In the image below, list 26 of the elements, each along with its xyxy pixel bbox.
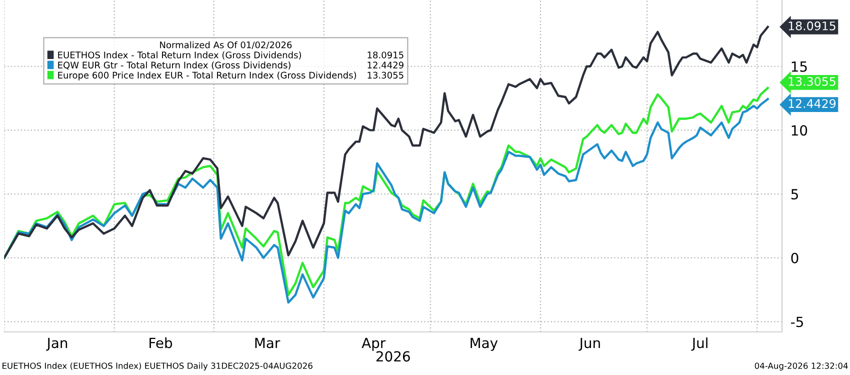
x-tick-label: Apr	[362, 338, 386, 351]
y-tick-label: 5	[791, 189, 798, 200]
y-tick-label: -5	[791, 316, 803, 328]
y-tick-label: 0	[791, 252, 798, 264]
line-series	[4, 26, 769, 259]
text: 13.3055	[368, 72, 404, 79]
x-tick-label: May	[470, 338, 498, 351]
legend-label: EUETHOS Index - Total Return Index (Gross Dividends)	[58, 51, 302, 60]
text: EUETHOS Index (EUETHOS Index) EUETHOS Daily 31DEC2025-04AUG2026	[2, 362, 312, 370]
x-tick-label: Jul	[691, 337, 708, 351]
legend-label: Europe 600 Price Index EUR - Total Return Index (Gross Dividends)	[58, 72, 356, 80]
x-axis-title: 2026	[376, 351, 410, 362]
x-tick-label: Jan	[46, 338, 68, 351]
data-label: 12.4429	[788, 99, 836, 108]
text: 12.4429	[368, 62, 404, 68]
text: 04-Aug-2026 12:32:04	[754, 362, 848, 370]
legend-title: Normalized As Of 01/02/2026	[160, 41, 292, 50]
data-label: 13.3055	[788, 76, 836, 86]
x-tick-label: Mar	[255, 338, 280, 348]
y-tick-label: 10	[792, 125, 808, 136]
y-tick-label: 15	[792, 62, 807, 72]
x-tick-label: Feb	[150, 337, 172, 348]
legend-label: EQW EUR Gtr - Total Return Index (Gross Dividends)	[58, 62, 290, 70]
x-tick-label: Jun	[578, 338, 600, 351]
text: 18.0915	[368, 52, 404, 58]
data-label: 18.0915	[788, 21, 836, 30]
